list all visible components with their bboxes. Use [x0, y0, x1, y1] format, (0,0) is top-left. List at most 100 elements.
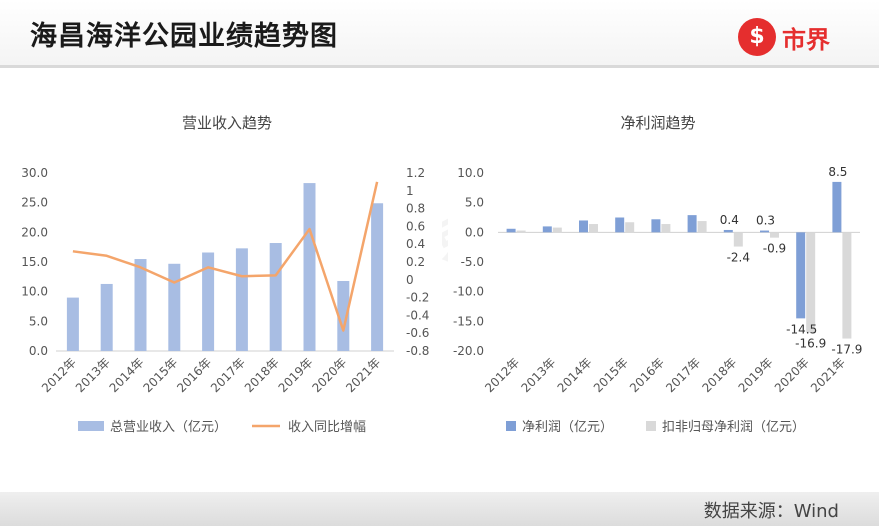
revenue-chart: 0.0 5.0 10.0 15.0 20.0 25.0 30.0 -0.8 -0.6 -0.4 -0… [21, 166, 429, 435]
net-profit-bar [832, 181, 842, 233]
deducted-profit-bar [842, 232, 852, 339]
y-tick-label: 20.0 [21, 225, 48, 239]
y2-tick-label: -0.4 [406, 308, 429, 322]
y-tick-label: 5.0 [29, 314, 48, 328]
y2-tick-label: 0.2 [406, 255, 425, 269]
y2-tick-label: 0 [406, 273, 414, 287]
revenue-bar [235, 248, 248, 351]
data-label: 0.4 [720, 213, 739, 227]
net-profit-bar [687, 215, 697, 233]
net-profit-bar [796, 232, 806, 319]
brand-logo: $ 市界 [738, 18, 848, 58]
x-tick-label: 2013年 [518, 355, 558, 395]
revenue-bar [303, 183, 316, 351]
x-tick-label: 2015年 [591, 355, 631, 395]
deducted-profit-bar [625, 222, 635, 233]
deducted-profit-bar [552, 227, 562, 233]
revenue-bar [100, 283, 113, 351]
profit-chart: -20.0 -15.0 -10.0 -5.0 0.0 5.0 10.0 0.4 -2.4 0.3 -… [453, 165, 862, 435]
x-tick-label: 2016年 [174, 355, 214, 395]
growth-line [72, 181, 379, 332]
y-tick-label: 5.0 [465, 196, 484, 210]
deducted-profit-bar [589, 224, 598, 233]
x-tick-label: 2015年 [140, 355, 180, 395]
x-tick-label: 2012年 [39, 355, 79, 395]
brand-name: 市界 [782, 26, 830, 54]
data-label: 0.3 [756, 214, 775, 228]
x-tick-label: 2016年 [627, 355, 667, 395]
legend-swatch-net-profit [506, 421, 516, 431]
x-tick-label: 2021年 [343, 355, 383, 395]
x-tick-label: 2018年 [242, 355, 282, 395]
dollar-icon: $ [738, 18, 776, 56]
legend-label-revenue: 总营业收入（亿元） [110, 420, 227, 435]
deducted-profit-bar [770, 232, 779, 238]
legend-swatch-deducted-profit [646, 421, 656, 431]
data-label: -2.4 [727, 251, 750, 265]
y2-tick-label: 0.4 [406, 237, 425, 251]
x-tick-label: 2018年 [699, 355, 739, 395]
x-tick-label: 2017年 [208, 355, 248, 395]
revenue-bar [168, 263, 181, 351]
data-label: -14.5 [786, 322, 817, 336]
deducted-profit-bar [516, 230, 526, 233]
revenue-bar [134, 259, 147, 351]
data-label: -17.9 [831, 343, 862, 357]
y-tick-label: 30.0 [21, 166, 48, 180]
x-tick-label: 2012年 [482, 355, 522, 395]
y-tick-label: 25.0 [21, 196, 48, 210]
profit-chart-title: 净利润趋势 [620, 114, 696, 132]
data-label: -0.9 [763, 242, 786, 256]
y-tick-label: -10.0 [453, 285, 484, 299]
x-tick-label: 2014年 [107, 355, 147, 395]
net-profit-bar [506, 228, 516, 233]
net-profit-bar [542, 226, 552, 233]
legend-label-growth: 收入同比增幅 [288, 420, 366, 435]
header-bar: 海昌海洋公园业绩趋势图 $ 市界 [0, 0, 879, 68]
revenue-bar [202, 252, 215, 351]
net-profit-bar [723, 229, 733, 233]
data-source: 数据来源：Wind [703, 501, 839, 522]
revenue-bar [337, 280, 350, 351]
net-profit-bar [615, 217, 625, 233]
profit-chart-panel: 净利润趋势 -20.0 -15.0 -10.0 -5.0 0.0 5.0 10.0 0.4 -2… [448, 78, 868, 490]
x-tick-label: 2020年 [772, 355, 812, 395]
y2-tick-label: 0.6 [406, 219, 425, 233]
deducted-profit-bar [697, 221, 707, 233]
y-tick-label: 10.0 [21, 285, 48, 299]
y2-tick-label: 1.2 [406, 166, 425, 180]
x-tick-label: 2020年 [309, 355, 349, 395]
y-tick-label: 10.0 [457, 166, 484, 180]
y2-tick-label: 1 [406, 184, 414, 198]
legend-label-net-profit: 净利润（亿元） [522, 420, 613, 435]
legend-swatch-revenue [78, 421, 104, 431]
revenue-bar [66, 297, 79, 351]
y2-tick-label: -0.2 [406, 291, 429, 305]
page-title: 海昌海洋公园业绩趋势图 [30, 21, 338, 52]
y2-tick-label: 0.8 [406, 202, 425, 216]
deducted-profit-bar [806, 232, 816, 333]
deducted-profit-bar [733, 232, 743, 247]
y-tick-label: -20.0 [453, 344, 484, 358]
y-tick-label: 15.0 [21, 255, 48, 269]
data-label: 8.5 [828, 165, 847, 179]
net-profit-bar [651, 219, 661, 233]
y2-tick-label: -0.6 [406, 326, 429, 340]
x-tick-label: 2014年 [555, 355, 595, 395]
y2-tick-label: -0.8 [406, 344, 429, 358]
x-tick-label: 2013年 [73, 355, 113, 395]
net-profit-bar [579, 220, 588, 233]
net-profit-bar [760, 230, 769, 233]
x-tick-label: 2019年 [276, 355, 316, 395]
data-label: -16.9 [795, 337, 826, 351]
y-tick-label: 0.0 [465, 225, 484, 239]
y-tick-label: 0.0 [29, 344, 48, 358]
revenue-bar [269, 243, 282, 351]
legend-label-deducted-profit: 扣非归母净利润（亿元） [662, 420, 805, 435]
y-tick-label: -5.0 [461, 255, 484, 269]
x-tick-label: 2021年 [808, 355, 848, 395]
footer-bar: 数据来源：Wind [0, 492, 879, 526]
deducted-profit-bar [661, 224, 671, 233]
revenue-bar [371, 203, 384, 351]
y-tick-label: -15.0 [453, 314, 484, 328]
